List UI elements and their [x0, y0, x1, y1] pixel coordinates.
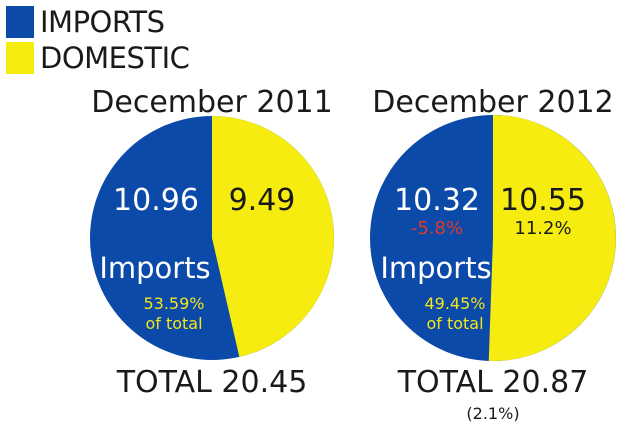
total-change-label: (2.1%) — [466, 404, 519, 423]
total-label: TOTAL 20.45 — [116, 365, 308, 400]
chart-title: December 2012 — [372, 85, 613, 120]
data-label-imports: 10.32 — [394, 183, 480, 218]
pie-slice-domestic — [488, 115, 616, 361]
legend-label-domestic: DOMESTIC — [40, 41, 190, 75]
change-label-domestic: 11.2% — [514, 218, 571, 239]
imports-word-label: Imports — [380, 251, 491, 285]
total-label: TOTAL 20.87 — [397, 365, 589, 400]
legend: IMPORTS DOMESTIC — [6, 5, 190, 78]
data-label-domestic: 10.55 — [500, 183, 586, 218]
imports-share-label: 49.45% — [424, 294, 485, 313]
legend-swatch-imports — [6, 6, 34, 38]
pie-slice-domestic — [212, 116, 334, 357]
legend-swatch-domestic — [6, 42, 34, 74]
imports-of-total-label: of total — [145, 314, 202, 333]
data-label-domestic: 9.49 — [229, 183, 296, 218]
legend-item-domestic: DOMESTIC — [6, 41, 190, 75]
chart-title: December 2011 — [91, 85, 332, 120]
legend-item-imports: IMPORTS — [6, 5, 189, 39]
imports-word-label: Imports — [99, 251, 210, 285]
imports-share-label: 53.59% — [143, 294, 204, 313]
change-label-imports: -5.8% — [411, 218, 463, 239]
legend-label-imports: IMPORTS — [40, 5, 165, 39]
data-label-imports: 10.96 — [113, 183, 199, 218]
imports-of-total-label: of total — [426, 314, 483, 333]
